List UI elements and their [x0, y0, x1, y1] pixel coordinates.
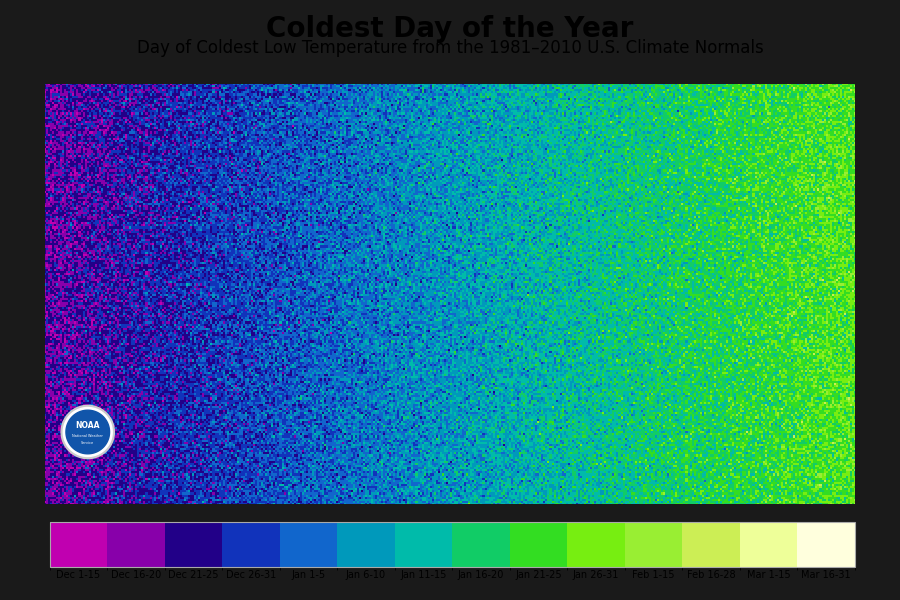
Text: Service: Service	[81, 440, 94, 445]
Polygon shape	[61, 406, 114, 458]
Text: Day of Coldest Low Temperature from the 1981–2010 U.S. Climate Normals: Day of Coldest Low Temperature from the …	[137, 39, 763, 57]
Polygon shape	[63, 407, 112, 457]
Polygon shape	[66, 410, 110, 454]
Text: Coldest Day of the Year: Coldest Day of the Year	[266, 15, 634, 43]
Text: NOAA: NOAA	[76, 421, 100, 430]
Text: National Weather: National Weather	[72, 434, 104, 438]
